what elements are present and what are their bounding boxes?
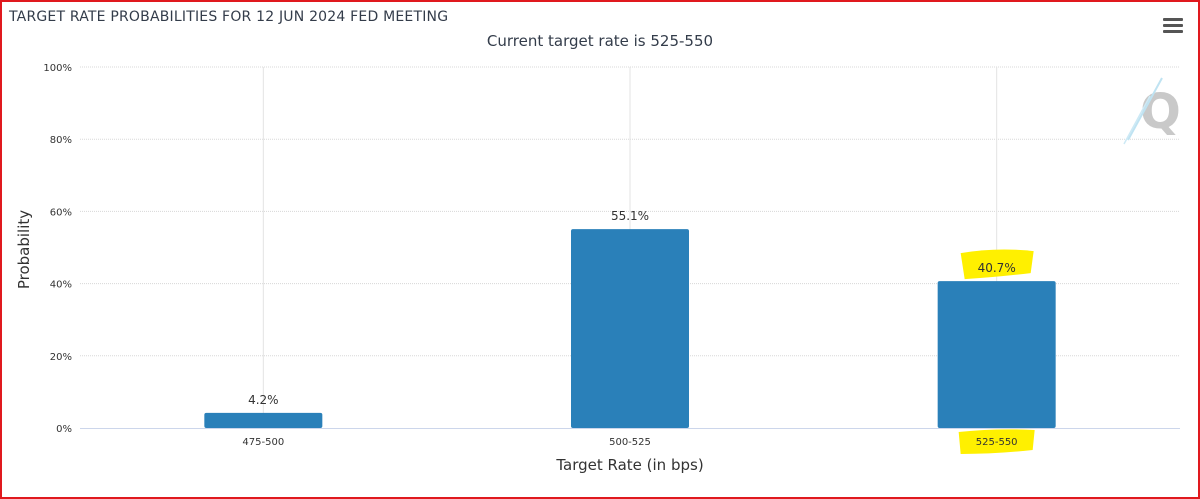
y-tick-label: 100%	[43, 63, 72, 74]
data-label: 40.7%	[978, 261, 1016, 275]
y-axis-title: Probability	[15, 210, 33, 289]
x-axis-title: Target Rate (in bps)	[555, 456, 703, 474]
x-axis-ticks: 475-500 500-525 525-550	[242, 437, 1017, 448]
q-logo-icon: Q	[1123, 77, 1181, 145]
chart-title: TARGET RATE PROBABILITIES FOR 12 JUN 202…	[9, 9, 449, 25]
y-tick-label: 0%	[56, 424, 72, 435]
y-axis-ticks: 0% 20% 40% 60% 80% 100%	[43, 63, 72, 435]
menu-bar	[1163, 30, 1183, 33]
y-tick-label: 40%	[50, 280, 72, 291]
menu-bar	[1163, 24, 1183, 27]
y-tick-label: 20%	[50, 352, 72, 363]
highlight-mark	[960, 249, 1034, 280]
x-tick-label: 525-550	[976, 437, 1018, 448]
bar-475-500[interactable]	[204, 412, 323, 428]
menu-bar	[1163, 18, 1183, 21]
data-labels: 4.2% 55.1% 40.7%	[248, 209, 1016, 407]
x-tick-label: 475-500	[242, 437, 284, 448]
x-tick-label: 500-525	[609, 437, 651, 448]
highlight-marks	[958, 249, 1035, 454]
bars	[204, 229, 1056, 428]
data-label: 55.1%	[611, 209, 649, 223]
svg-text:Q: Q	[1140, 84, 1181, 140]
y-tick-label: 80%	[50, 135, 72, 146]
bar-500-525[interactable]	[571, 229, 689, 428]
y-tick-label: 60%	[50, 207, 72, 218]
bar-525-550[interactable]	[937, 281, 1056, 428]
hamburger-menu-icon[interactable]	[1163, 18, 1183, 36]
data-label: 4.2%	[248, 393, 279, 407]
chart-subtitle: Current target rate is 525-550	[486, 32, 714, 50]
highlight-mark	[958, 429, 1035, 454]
